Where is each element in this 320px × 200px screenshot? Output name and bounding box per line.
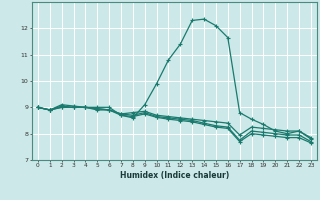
X-axis label: Humidex (Indice chaleur): Humidex (Indice chaleur) — [120, 171, 229, 180]
